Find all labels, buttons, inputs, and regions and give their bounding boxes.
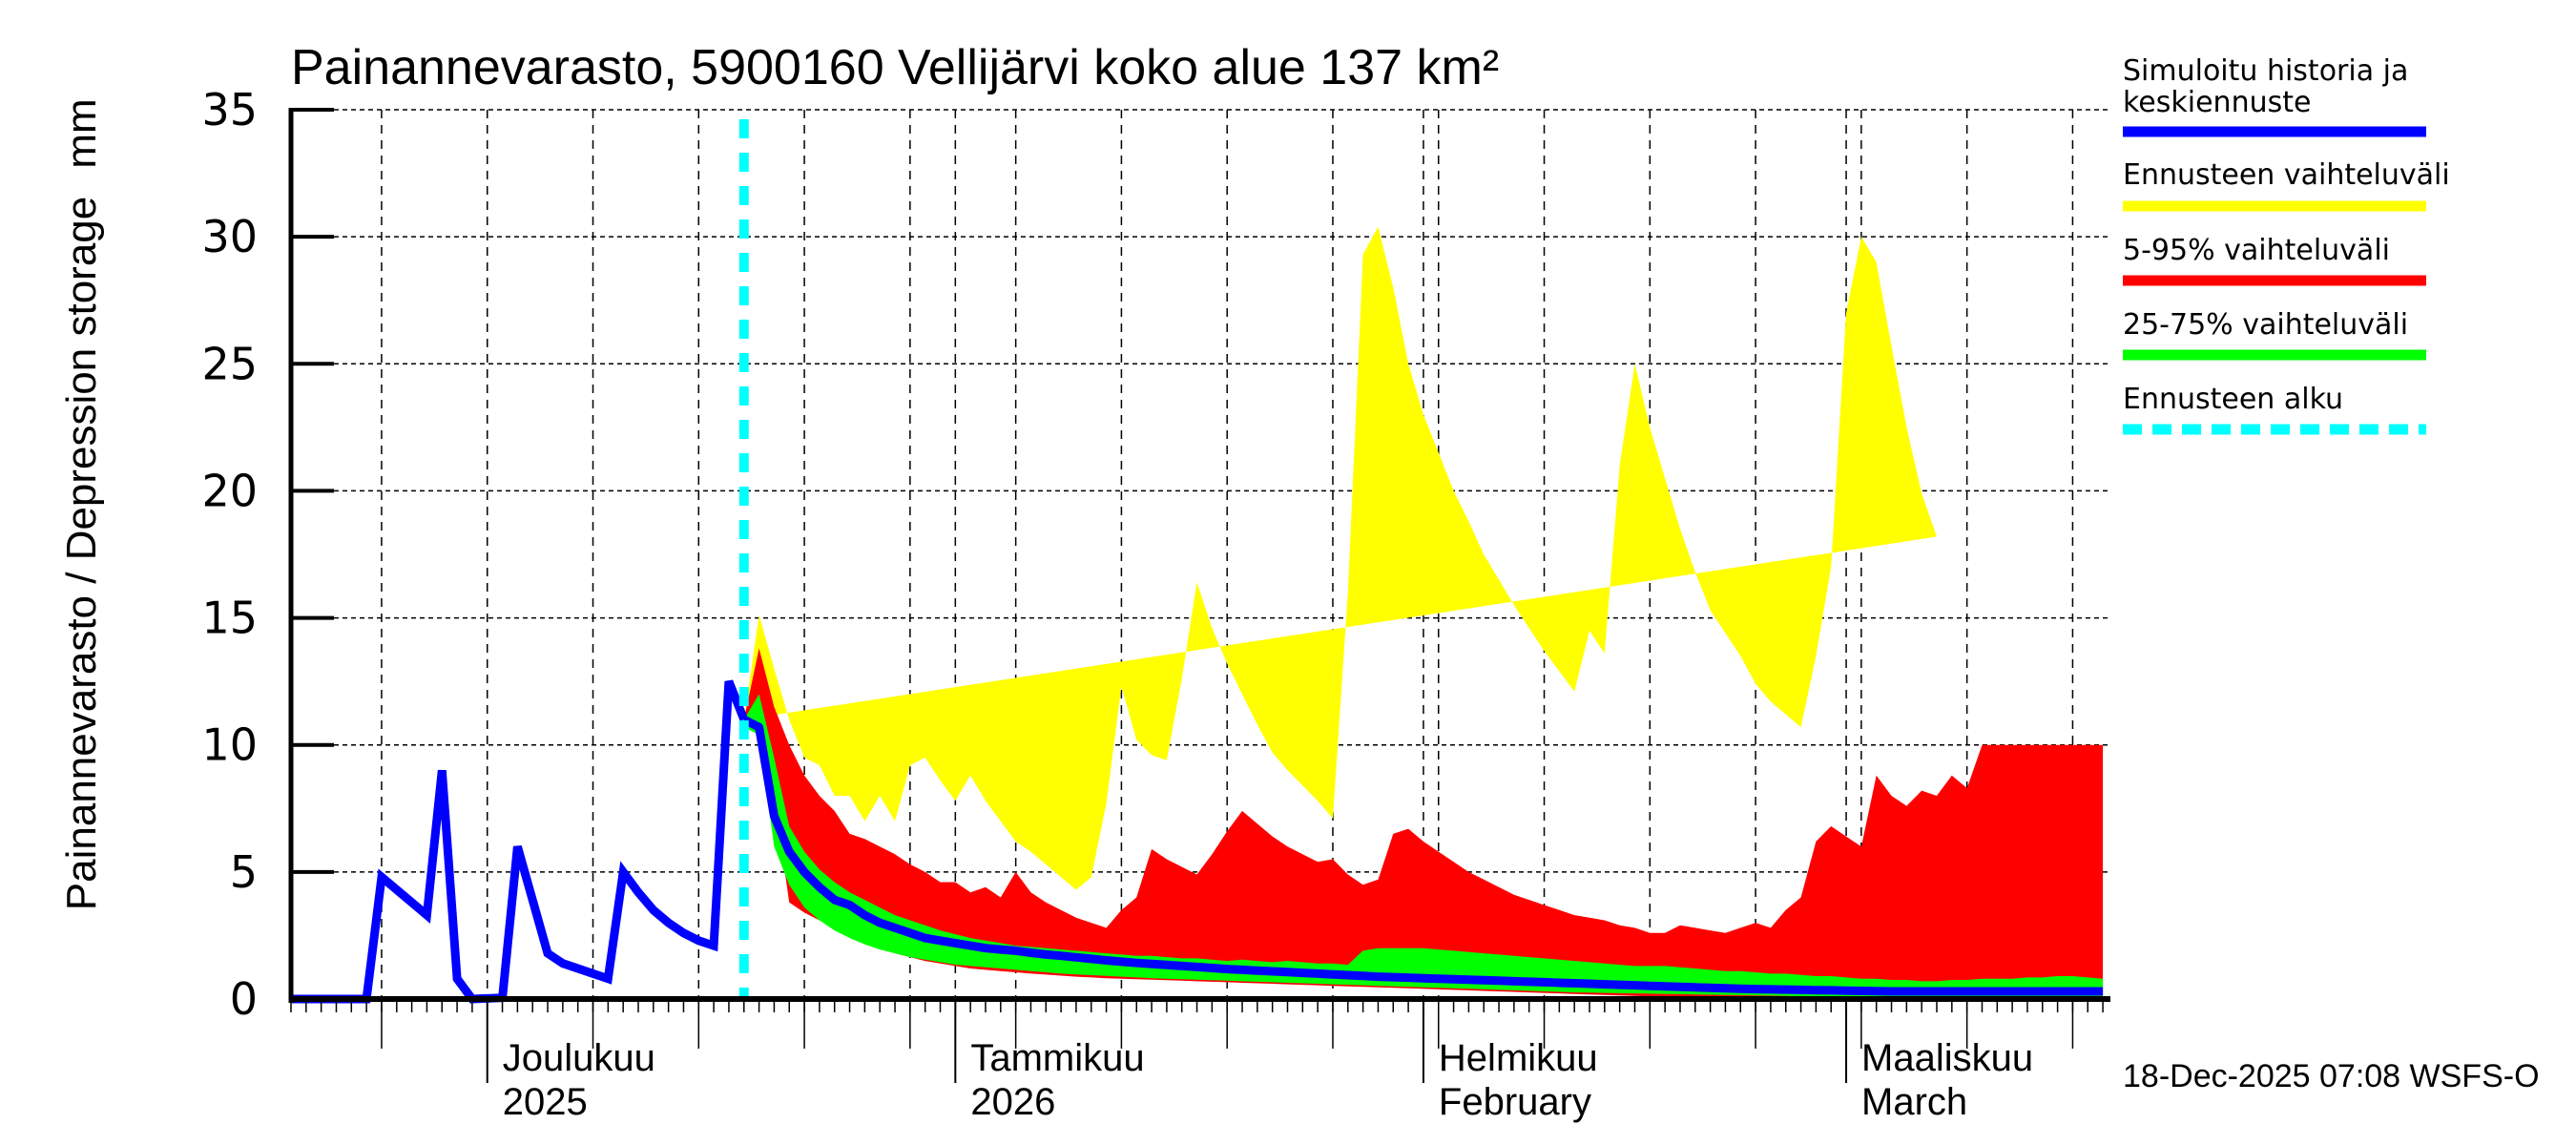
y-axis-unit: mm [58,98,105,168]
y-tick-label: 25 [201,338,258,389]
legend-label: 25-75% vaihteluväli [2123,308,2408,342]
axes [288,108,2110,1083]
legend-label: Simuloitu historia ja [2123,54,2408,88]
y-tick-label: 20 [201,465,258,516]
x-year-label: 2025 [503,1081,588,1123]
band-5-95-vaihteluv-li [743,648,2104,999]
y-axis-label: Painannevarasto / Depression storage [58,197,105,910]
y-tick-label: 30 [201,211,258,262]
y-tick-labels: 0 5 10 15 20 25 30 35 [201,84,258,1025]
y-tick-label: 10 [201,719,258,771]
y-tick-label: 5 [230,846,258,898]
y-tick-label: 35 [201,84,258,135]
x-year-label: February [1439,1081,1591,1123]
x-month-label: Maaliskuu [1861,1037,2033,1079]
history-line [291,679,748,1004]
x-month-label: Joulukuu [503,1037,655,1079]
legend-label: keskiennuste [2123,86,2311,119]
forecast-bands [743,226,2104,999]
median-forecast-line [741,716,2104,996]
legend-label: 5-95% vaihteluväli [2123,234,2390,267]
timestamp: 18-Dec-2025 07:08 WSFS-O [2123,1058,2540,1094]
x-year-label: March [1861,1081,1967,1123]
legend-label: Ennusteen vaihteluväli [2123,158,2450,192]
chart-title: Painannevarasto, 5900160 Vellijärvi koko… [291,40,1499,95]
series-lines [291,119,2104,1004]
y-tick-label: 15 [201,593,258,644]
y-tick-label: 0 [230,973,258,1025]
legend-label: Ennusteen alku [2123,383,2343,416]
band-ennusteen-vaihteluv-li [743,226,1937,890]
x-year-label: 2026 [970,1081,1055,1123]
x-month-label: Tammikuu [970,1037,1144,1079]
x-month-label: Helmikuu [1439,1037,1598,1079]
